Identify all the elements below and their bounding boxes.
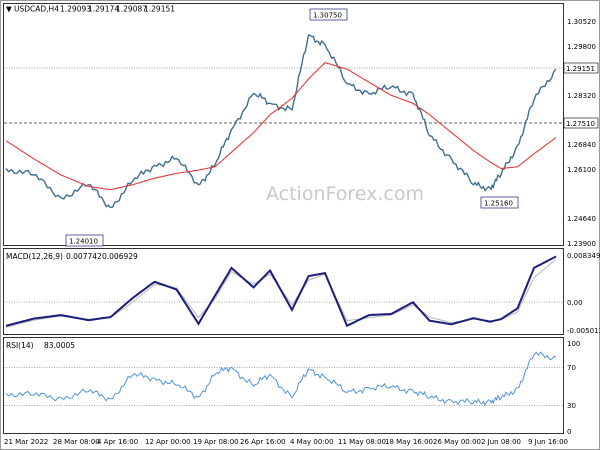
rsi-title: RSI(14)	[6, 341, 34, 350]
macd-signal-value: 0.006929	[102, 252, 138, 261]
time-axis-label: 11 May 08:00	[338, 438, 386, 446]
time-axis-label: 28 Mar 08:00	[53, 438, 100, 446]
ohlc-high: 1.29174	[88, 5, 119, 14]
time-axis-label: 4 May 00:00	[290, 438, 334, 446]
dropdown-arrow-icon[interactable]: ▼	[6, 5, 12, 14]
time-axis-label: 26 Apr 16:00	[240, 438, 286, 446]
time-axis-label: 19 Apr 08:00	[193, 438, 239, 446]
rsi-value: 83.0005	[44, 341, 75, 350]
rsi-series	[5, 351, 557, 406]
price-tick-label: 1.29800	[567, 43, 596, 51]
moving-average-series	[5, 61, 557, 191]
low-annotation-april: 1.24010	[65, 234, 104, 247]
recent-low-label: 1.25160	[484, 200, 513, 208]
current-price-box	[563, 62, 599, 74]
price-tick-label: 1.30520	[567, 18, 596, 26]
level-price-label: 1.27510	[566, 120, 595, 128]
time-axis-label: 9 Jun 16:00	[528, 438, 568, 446]
price-tick-label: 1.26100	[567, 166, 596, 174]
ohlc-close: 1.29151	[144, 5, 175, 14]
price-tick-label: 1.24640	[567, 215, 596, 223]
rsi-panel	[3, 337, 564, 434]
watermark: ActionForex.com	[266, 183, 424, 205]
ohlc-low: 1.29087	[116, 5, 147, 14]
rsi-tick-label: 0	[567, 428, 571, 436]
time-axis-label: 4 Apr 16:00	[97, 438, 138, 446]
level-price-box	[563, 117, 599, 129]
april-low-label: 1.24010	[69, 238, 98, 246]
price-tick-label: 1.26840	[567, 141, 596, 149]
rsi-tick-label: 70	[567, 364, 576, 372]
macd-series	[5, 255, 557, 328]
time-axis-label: 21 Mar 2022	[4, 438, 48, 446]
price-tick-label: 1.23900	[567, 240, 596, 248]
high-annotation-label: 1.30750	[313, 12, 342, 20]
rsi-tick-label: 30	[567, 402, 576, 410]
current-price-label: 1.29151	[566, 65, 595, 73]
symbol-title: USDCAD,H4	[14, 5, 59, 14]
macd-panel	[3, 248, 564, 335]
ohlc-open: 1.29093	[60, 5, 91, 14]
price-tick-label: 1.28320	[567, 92, 596, 100]
time-axis-label: 2 Jun 08:00	[481, 438, 521, 446]
macd-value: 0.007742	[66, 252, 102, 261]
low-annotation-recent: 1.25160	[480, 196, 519, 209]
price-panel	[3, 3, 564, 246]
macd-tick-label: -0.005013	[567, 327, 600, 335]
macd-tick-label: 0.008349	[567, 252, 600, 260]
macd-tick-label: 0.00	[567, 299, 583, 307]
time-axis-label: 18 May 16:00	[385, 438, 433, 446]
price-candles-series	[5, 33, 557, 209]
time-axis-label: 12 Apr 00:00	[145, 438, 191, 446]
time-axis-label: 26 May 00:00	[433, 438, 481, 446]
macd-title: MACD(12,26,9)	[6, 252, 63, 261]
rsi-tick-label: 100	[567, 340, 580, 348]
high-annotation: 1.30750	[309, 8, 348, 21]
